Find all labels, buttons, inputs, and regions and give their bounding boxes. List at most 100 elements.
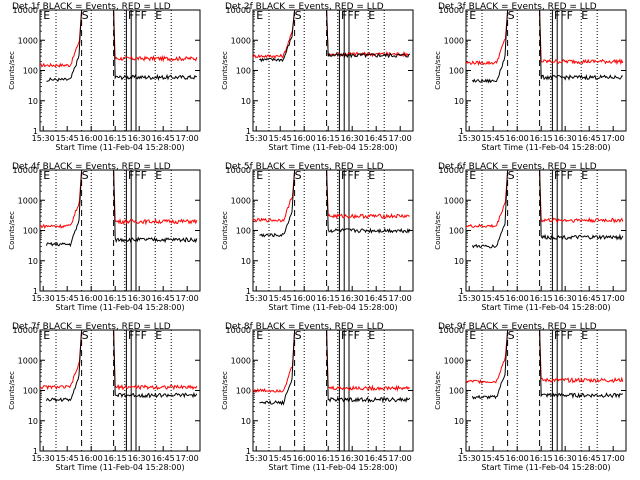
y-tick-label: 1 <box>459 287 464 296</box>
x-tick-label: 16:45 <box>578 294 601 303</box>
events-series-post <box>326 329 411 404</box>
detector-panel-4: Det 4f BLACK = Events, RED = LLD 1 10 100 10… <box>8 162 201 312</box>
x-tick-label: 16:45 <box>152 454 175 463</box>
lld-series-pre <box>252 329 296 393</box>
y-tick-label: 100 <box>236 67 251 76</box>
flag-label: E <box>469 9 476 22</box>
flag-label: S <box>82 9 89 22</box>
flag-label: E <box>155 9 162 22</box>
flag-label: E <box>368 329 375 342</box>
flag-label: FFF <box>128 329 147 342</box>
flag-label: S <box>295 9 302 22</box>
detector-panel-9: Det 9f BLACK = Events, RED = LLD 1 10 100 10… <box>434 322 627 472</box>
x-tick-label: 15:45 <box>56 134 79 143</box>
flag-label: E <box>581 329 588 342</box>
flag-label: S <box>82 169 89 182</box>
y-axis-label: Counts/sec <box>8 371 16 410</box>
panel-title: Det 7f BLACK = Events, RED = LLD <box>12 322 171 332</box>
y-tick-label: 1000 <box>18 356 38 365</box>
x-axis-label: Start Time (11-Feb-04 15:28:00) <box>268 143 397 152</box>
flag-label: S <box>295 329 302 342</box>
lld-series-pre <box>39 329 83 391</box>
x-tick-label: 17:00 <box>389 134 412 143</box>
plot-frame <box>465 329 627 452</box>
x-tick-label: 17:00 <box>602 134 625 143</box>
y-tick-label: 10000 <box>439 326 464 335</box>
y-tick-label: 10 <box>28 417 38 426</box>
detector-panel-7: Det 7f BLACK = Events, RED = LLD 1 10 100 10… <box>8 322 201 472</box>
panel-title: Det 9f BLACK = Events, RED = LLD <box>438 322 597 332</box>
flag-label: E <box>469 169 476 182</box>
x-tick-label: 16:30 <box>341 454 364 463</box>
x-tick-label: 16:45 <box>365 294 388 303</box>
x-tick-label: 16:00 <box>506 134 529 143</box>
x-tick-label: 16:00 <box>293 454 316 463</box>
x-tick-label: 15:30 <box>458 134 481 143</box>
x-tick-label: 16:45 <box>152 134 175 143</box>
x-axis-label: Start Time (11-Feb-04 15:28:00) <box>481 463 610 472</box>
y-tick-label: 1000 <box>18 36 38 45</box>
flag-label: FFF <box>341 329 360 342</box>
events-series-pre <box>45 169 83 248</box>
events-series-post <box>113 9 198 81</box>
y-tick-label: 1000 <box>444 196 464 205</box>
flag-label: E <box>43 9 50 22</box>
y-axis-label: Counts/sec <box>221 371 229 410</box>
x-tick-label: 16:00 <box>80 294 103 303</box>
y-tick-label: 1000 <box>231 356 251 365</box>
events-series-post <box>539 169 624 241</box>
panel-title: Det 2f BLACK = Events, RED = LLD <box>225 2 384 12</box>
y-tick-label: 1 <box>246 127 251 136</box>
flag-label: FFF <box>341 9 360 22</box>
y-tick-label: 10000 <box>439 166 464 175</box>
plot-frame <box>39 169 201 292</box>
y-axis-label: Counts/sec <box>434 211 442 250</box>
x-tick-label: 17:00 <box>602 454 625 463</box>
y-tick-label: 1 <box>33 127 38 136</box>
x-tick-label: 16:00 <box>80 454 103 463</box>
y-tick-label: 100 <box>23 227 38 236</box>
x-tick-label: 16:30 <box>554 454 577 463</box>
x-tick-label: 15:45 <box>482 454 505 463</box>
events-series-pre <box>471 329 509 400</box>
x-tick-label: 16:30 <box>128 134 151 143</box>
x-tick-label: 16:30 <box>341 294 364 303</box>
flag-label: S <box>295 169 302 182</box>
x-tick-label: 16:15 <box>104 454 127 463</box>
y-tick-label: 10000 <box>226 326 251 335</box>
y-tick-label: 1 <box>246 287 251 296</box>
flag-label: E <box>155 169 162 182</box>
panel-title: Det 6f BLACK = Events, RED = LLD <box>438 162 597 172</box>
events-series-pre <box>46 9 83 83</box>
x-tick-label: 15:30 <box>32 294 55 303</box>
y-tick-label: 10 <box>241 257 251 266</box>
x-tick-label: 16:30 <box>128 294 151 303</box>
flag-label: E <box>256 169 263 182</box>
y-tick-label: 10 <box>241 97 251 106</box>
x-tick-label: 17:00 <box>389 454 412 463</box>
flag-label: FFF <box>554 169 573 182</box>
events-series-post <box>326 169 411 234</box>
panel-title: Det 3f BLACK = Events, RED = LLD <box>438 2 597 12</box>
panel-title: Det 5f BLACK = Events, RED = LLD <box>225 162 384 172</box>
flag-label: E <box>43 169 50 182</box>
x-tick-label: 16:15 <box>530 294 553 303</box>
x-tick-label: 17:00 <box>176 134 199 143</box>
x-tick-label: 15:45 <box>56 294 79 303</box>
x-axis-label: Start Time (11-Feb-04 15:28:00) <box>55 303 184 312</box>
x-tick-label: 15:45 <box>56 454 79 463</box>
y-tick-label: 100 <box>23 387 38 396</box>
x-tick-label: 16:15 <box>317 294 340 303</box>
y-tick-label: 1000 <box>444 356 464 365</box>
x-tick-label: 15:45 <box>482 294 505 303</box>
y-tick-label: 1 <box>246 447 251 456</box>
x-axis-label: Start Time (11-Feb-04 15:28:00) <box>268 463 397 472</box>
lld-series-post <box>113 329 198 391</box>
x-tick-label: 17:00 <box>176 454 199 463</box>
x-tick-label: 16:30 <box>341 134 364 143</box>
y-tick-label: 1000 <box>444 36 464 45</box>
flag-label: FFF <box>128 169 147 182</box>
x-tick-label: 15:45 <box>269 454 292 463</box>
flag-label: E <box>368 9 375 22</box>
